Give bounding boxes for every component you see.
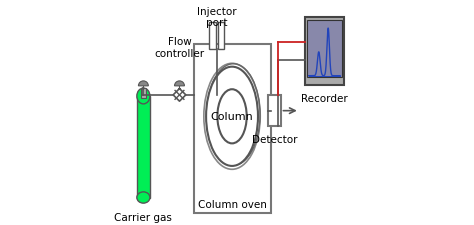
Text: Carrier gas: Carrier gas [114, 212, 173, 222]
Bar [210, 22, 216, 50]
Text: Recorder: Recorder [301, 93, 348, 103]
Bar [194, 45, 271, 213]
Text: Column oven: Column oven [198, 199, 267, 209]
Text: Injector
port: Injector port [197, 7, 237, 28]
Wedge shape [138, 81, 148, 86]
Bar [305, 18, 344, 85]
Ellipse shape [206, 67, 258, 166]
Text: Column: Column [210, 112, 254, 122]
Ellipse shape [204, 64, 260, 170]
Text: Flow
controller: Flow controller [155, 37, 205, 58]
Bar [141, 89, 146, 99]
Text: Detector: Detector [252, 135, 298, 145]
Bar [268, 95, 281, 127]
Bar [137, 97, 150, 198]
Bar [218, 22, 224, 50]
Wedge shape [174, 81, 184, 86]
Ellipse shape [137, 89, 150, 104]
Ellipse shape [137, 192, 150, 203]
Bar [307, 21, 342, 77]
Ellipse shape [218, 90, 246, 144]
